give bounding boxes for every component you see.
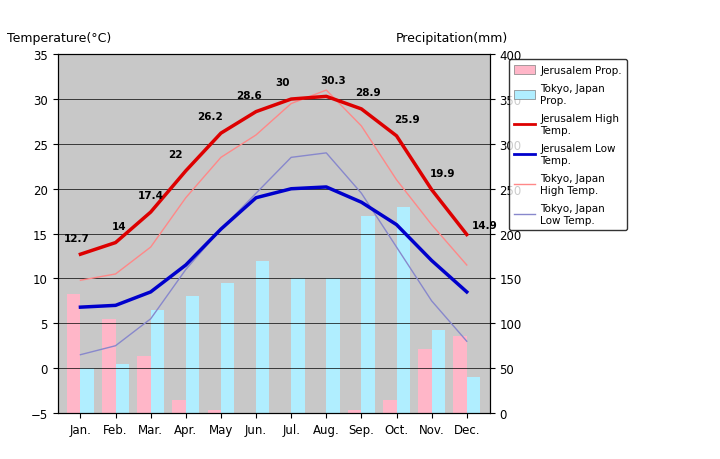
Bar	[102, 319, 115, 413]
Bar	[173, 400, 186, 413]
Bar	[67, 294, 81, 413]
Bar	[186, 297, 199, 413]
Bar	[454, 336, 467, 413]
Bar	[418, 350, 432, 413]
Bar	[467, 377, 480, 413]
Text: 14.9: 14.9	[472, 220, 498, 230]
Bar	[81, 368, 94, 413]
Bar	[150, 310, 164, 413]
Text: 26.2: 26.2	[197, 112, 223, 122]
Bar	[291, 279, 305, 413]
Text: 14: 14	[112, 221, 127, 231]
Bar	[221, 283, 234, 413]
Bar	[397, 207, 410, 413]
Bar	[138, 356, 150, 413]
Bar	[115, 364, 129, 413]
Text: 19.9: 19.9	[429, 168, 455, 179]
Text: Precipitation(mm): Precipitation(mm)	[396, 32, 508, 45]
Bar	[361, 216, 374, 413]
Text: 30: 30	[275, 78, 289, 88]
Bar	[348, 410, 361, 413]
Legend: Jerusalem Prop., Tokyo, Japan
Prop., Jerusalem High
Temp., Jerusalem Low
Temp., : Jerusalem Prop., Tokyo, Japan Prop., Jer…	[509, 60, 627, 230]
Bar	[432, 331, 445, 413]
Bar	[383, 400, 397, 413]
Text: Temperature(°C): Temperature(°C)	[7, 32, 112, 45]
Text: 28.6: 28.6	[236, 91, 262, 101]
Bar	[207, 410, 221, 413]
Bar	[256, 261, 269, 413]
Text: 12.7: 12.7	[64, 233, 90, 243]
Bar	[326, 279, 340, 413]
Text: 25.9: 25.9	[395, 115, 420, 125]
Text: 22: 22	[168, 150, 182, 160]
Text: 30.3: 30.3	[320, 76, 346, 85]
Text: 28.9: 28.9	[356, 88, 382, 98]
Text: 17.4: 17.4	[138, 191, 163, 201]
